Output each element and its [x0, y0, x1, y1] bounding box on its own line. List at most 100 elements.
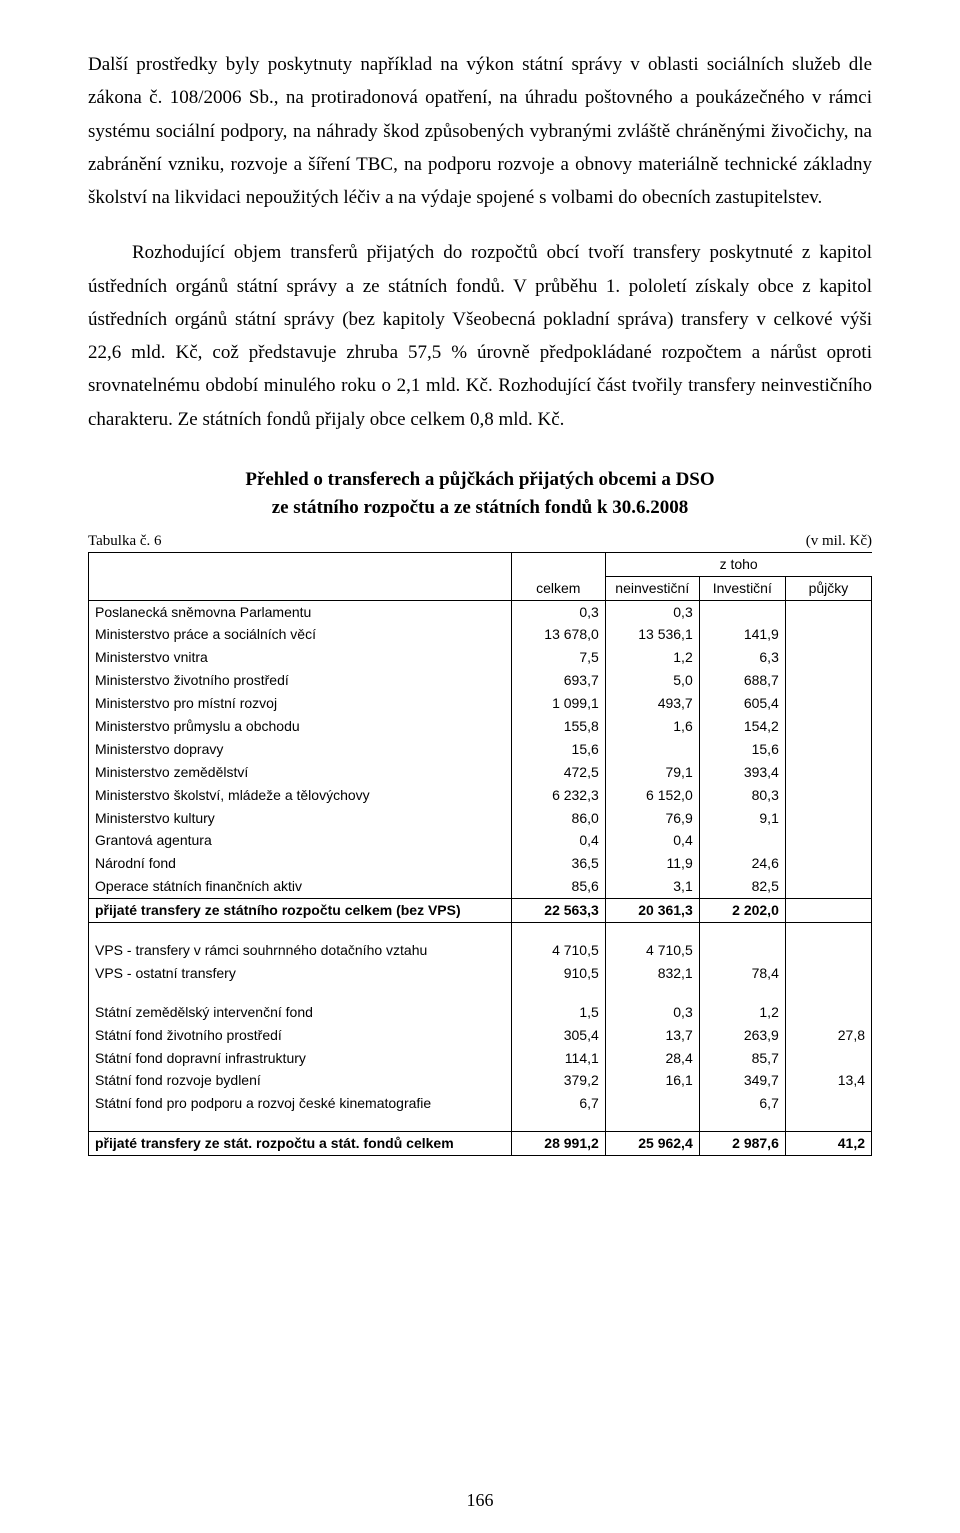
- cell: 6 152,0: [605, 784, 699, 807]
- transfers-table: z toho celkem neinvestiční Investiční pů…: [88, 552, 872, 1156]
- cell: 4 710,5: [511, 939, 605, 962]
- header-pujcky: půjčky: [785, 576, 871, 600]
- cell: 80,3: [699, 784, 785, 807]
- cell: 86,0: [511, 807, 605, 830]
- cell: 305,4: [511, 1024, 605, 1047]
- cell: 85,6: [511, 875, 605, 898]
- table-header-row-1: z toho: [89, 552, 872, 576]
- table-spacer: [89, 1115, 872, 1132]
- cell: [785, 692, 871, 715]
- cell: [605, 738, 699, 761]
- row-label: Ministerstvo kultury: [89, 807, 512, 830]
- cell: 0,4: [511, 829, 605, 852]
- table-row: Státní fond pro podporu a rozvoj české k…: [89, 1092, 872, 1115]
- cell: 11,9: [605, 852, 699, 875]
- table-row: Státní zemědělský intervenční fond 1,5 0…: [89, 1001, 872, 1024]
- cell: 22 563,3: [511, 899, 605, 923]
- table-header-row-2: celkem neinvestiční Investiční půjčky: [89, 576, 872, 600]
- paragraph-2: Rozhodující objem transferů přijatých do…: [88, 236, 872, 436]
- cell: 2 202,0: [699, 899, 785, 923]
- cell: 82,5: [699, 875, 785, 898]
- header-blank: [511, 552, 605, 576]
- cell: 85,7: [699, 1047, 785, 1070]
- cell: 379,2: [511, 1069, 605, 1092]
- cell: [785, 829, 871, 852]
- cell: 155,8: [511, 715, 605, 738]
- cell: [785, 738, 871, 761]
- table-row: Ministerstvo dopravy 15,6 15,6: [89, 738, 872, 761]
- row-label: Státní zemědělský intervenční fond: [89, 1001, 512, 1024]
- cell: 693,7: [511, 669, 605, 692]
- cell: 36,5: [511, 852, 605, 875]
- cell: [785, 852, 871, 875]
- table-title-line-2: ze státního rozpočtu a ze státních fondů…: [88, 494, 872, 523]
- row-label: Operace státních finančních aktiv: [89, 875, 512, 898]
- cell: 154,2: [699, 715, 785, 738]
- cell: 76,9: [605, 807, 699, 830]
- table-row: Ministerstvo životního prostředí 693,7 5…: [89, 669, 872, 692]
- cell: 27,8: [785, 1024, 871, 1047]
- cell: [785, 875, 871, 898]
- row-label: Ministerstvo pro místní rozvoj: [89, 692, 512, 715]
- cell: 79,1: [605, 761, 699, 784]
- cell: 16,1: [605, 1069, 699, 1092]
- row-label: Ministerstvo školství, mládeže a tělovýc…: [89, 784, 512, 807]
- row-label: Ministerstvo průmyslu a obchodu: [89, 715, 512, 738]
- cell: 114,1: [511, 1047, 605, 1070]
- page: Další prostředky byly poskytnuty napříkl…: [0, 0, 960, 1533]
- cell: 605,4: [699, 692, 785, 715]
- table-title-line-1: Přehled o transferech a půjčkách přijatý…: [88, 466, 872, 495]
- table-row: Ministerstvo práce a sociálních věcí 13 …: [89, 623, 872, 646]
- cell: 41,2: [785, 1132, 871, 1156]
- cell: 2 987,6: [699, 1132, 785, 1156]
- cell: 493,7: [605, 692, 699, 715]
- table-row: Státní fond rozvoje bydlení 379,2 16,1 3…: [89, 1069, 872, 1092]
- row-label: přijaté transfery ze stát. rozpočtu a st…: [89, 1132, 512, 1156]
- cell: 3,1: [605, 875, 699, 898]
- cell: [785, 669, 871, 692]
- table-row: Ministerstvo školství, mládeže a tělovýc…: [89, 784, 872, 807]
- header-blank: [89, 552, 512, 576]
- cell: 6,7: [511, 1092, 605, 1115]
- cell: 0,3: [511, 600, 605, 623]
- table-row: Státní fond životního prostředí 305,4 13…: [89, 1024, 872, 1047]
- cell: [785, 646, 871, 669]
- cell: [605, 1092, 699, 1115]
- row-label: Ministerstvo práce a sociálních věcí: [89, 623, 512, 646]
- cell: [699, 829, 785, 852]
- cell: 688,7: [699, 669, 785, 692]
- cell: 0,3: [605, 600, 699, 623]
- cell: 24,6: [699, 852, 785, 875]
- table-row: Ministerstvo pro místní rozvoj 1 099,1 4…: [89, 692, 872, 715]
- row-label: Státní fond dopravní infrastruktury: [89, 1047, 512, 1070]
- table-number-label: Tabulka č. 6: [88, 533, 162, 550]
- cell: [785, 807, 871, 830]
- header-blank: [89, 576, 512, 600]
- cell: [699, 939, 785, 962]
- row-label: Státní fond rozvoje bydlení: [89, 1069, 512, 1092]
- row-label: Národní fond: [89, 852, 512, 875]
- cell: 472,5: [511, 761, 605, 784]
- table-row: Státní fond dopravní infrastruktury 114,…: [89, 1047, 872, 1070]
- cell: 15,6: [699, 738, 785, 761]
- table-row: Ministerstvo vnitra 7,5 1,2 6,3: [89, 646, 872, 669]
- table-spacer: [89, 923, 872, 940]
- cell: 5,0: [605, 669, 699, 692]
- row-label: přijaté transfery ze státního rozpočtu c…: [89, 899, 512, 923]
- cell: 20 361,3: [605, 899, 699, 923]
- table-row: Grantová agentura 0,4 0,4: [89, 829, 872, 852]
- row-label: Ministerstvo zemědělství: [89, 761, 512, 784]
- row-label: Ministerstvo životního prostředí: [89, 669, 512, 692]
- cell: 1,5: [511, 1001, 605, 1024]
- row-label: Poslanecká sněmovna Parlamentu: [89, 600, 512, 623]
- table-row: Ministerstvo průmyslu a obchodu 155,8 1,…: [89, 715, 872, 738]
- cell: 9,1: [699, 807, 785, 830]
- cell: [785, 962, 871, 985]
- page-number: 166: [0, 1490, 960, 1511]
- cell: 263,9: [699, 1024, 785, 1047]
- cell: [785, 899, 871, 923]
- cell: [785, 623, 871, 646]
- table-row: Ministerstvo kultury 86,0 76,9 9,1: [89, 807, 872, 830]
- subtotal-row: přijaté transfery ze státního rozpočtu c…: [89, 899, 872, 923]
- header-investicni: Investiční: [699, 576, 785, 600]
